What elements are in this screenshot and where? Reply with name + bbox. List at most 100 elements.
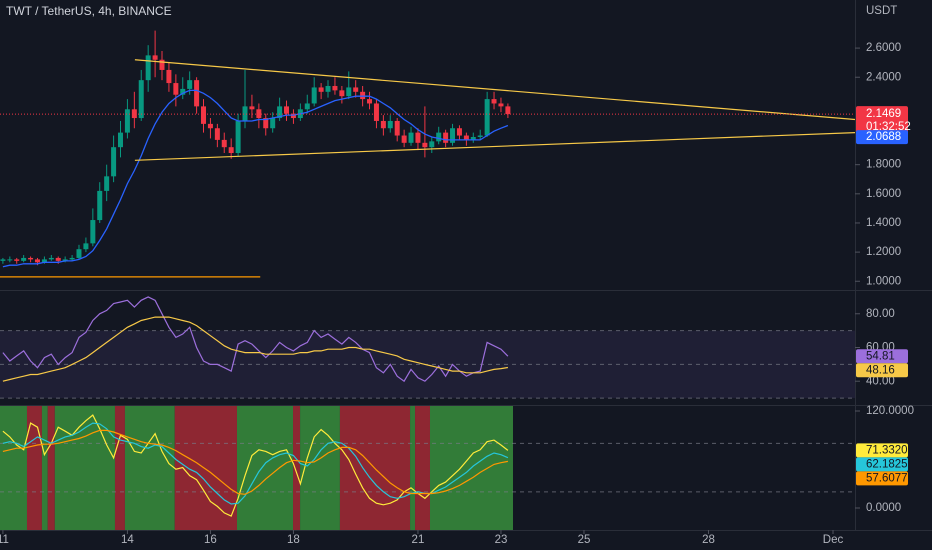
indicator-line: [2, 414, 509, 517]
candle-body: [235, 120, 241, 154]
trend-background: [293, 406, 301, 530]
candle-body: [83, 243, 89, 250]
candle-body: [249, 106, 255, 110]
candle-body: [55, 257, 61, 261]
candle-body: [97, 190, 103, 221]
candle-body: [346, 87, 352, 97]
candle-body: [505, 106, 511, 115]
x-tick-label: 21: [412, 534, 425, 546]
candle-body: [34, 259, 40, 263]
candle-body: [104, 176, 110, 191]
candle-body: [242, 106, 248, 121]
y-tick-label: 1.6000: [866, 188, 901, 200]
candle-body: [456, 128, 462, 136]
moving-average: [2, 89, 509, 268]
y-tick-label: 0.0000: [866, 502, 901, 514]
candle-body: [111, 147, 117, 177]
trend-background: [114, 406, 125, 530]
candle-body: [394, 120, 400, 136]
trend-background: [47, 406, 55, 530]
candle-body: [173, 83, 179, 95]
candle-body: [14, 259, 20, 261]
candle-body: [450, 128, 456, 143]
x-tick-label: 28: [702, 534, 715, 546]
candle-body: [429, 141, 435, 148]
candle-body: [284, 106, 290, 114]
trend-line: [134, 59, 856, 121]
candle-body: [28, 257, 34, 260]
candle-body: [228, 147, 234, 154]
candle-body: [221, 139, 227, 148]
candle-body: [401, 135, 407, 143]
candle-body: [353, 87, 359, 92]
candle-body: [304, 103, 310, 110]
x-tick-label: 18: [287, 534, 300, 546]
candle-body: [76, 249, 82, 258]
y-tick-label: 1.8000: [866, 159, 901, 171]
value-label: 62.1825: [866, 458, 908, 470]
trend-background: [415, 406, 430, 530]
candle-body: [0, 259, 6, 261]
trend-background: [54, 406, 115, 530]
symbol-title: TWT / TetherUS, 4h, BINANCE: [6, 4, 172, 18]
candle-body: [21, 257, 27, 261]
value-label: 71.3320: [866, 444, 908, 456]
candle-body: [41, 259, 47, 263]
y-tick-label: 120.0000: [866, 405, 914, 417]
candle-body: [159, 59, 165, 70]
x-tick-label: 23: [495, 534, 508, 546]
candle-body: [311, 87, 317, 104]
candle-body: [367, 99, 373, 104]
value-box: [856, 363, 908, 378]
plots: [0, 30, 856, 530]
y-tick-label: 40.00: [866, 375, 895, 387]
candle-body: [290, 113, 296, 119]
candle-body: [491, 99, 497, 104]
candle-body: [498, 103, 504, 107]
last-price-label: 2.1469: [866, 108, 901, 120]
candle-body: [48, 257, 54, 260]
candle-body: [270, 118, 276, 129]
trend-background: [0, 406, 27, 530]
candle-body: [325, 85, 331, 92]
last-price-box: [856, 106, 908, 136]
y-tick-label: 1.2000: [866, 246, 901, 258]
ma-value-box: [856, 130, 908, 145]
candle-body: [187, 80, 193, 89]
value-label: 57.6077: [866, 472, 908, 484]
candle-body: [373, 103, 379, 121]
y-tick-label: 1.4000: [866, 217, 901, 229]
candle-body: [138, 80, 144, 119]
indicator-line: [2, 429, 509, 495]
candle-body: [131, 109, 137, 119]
y-tick-label: 80.00: [866, 308, 895, 320]
currency-label: USDT: [866, 5, 897, 17]
candle-body: [380, 120, 386, 129]
trend-background: [124, 406, 175, 530]
y-tick-label: 2.6000: [866, 42, 901, 54]
candle-body: [90, 220, 96, 244]
candle-body: [436, 132, 442, 142]
candle-body: [470, 136, 476, 140]
value-label: 54.81: [866, 350, 895, 362]
candle-body: [152, 55, 158, 60]
candle-body: [277, 106, 283, 119]
x-tick-label: 16: [204, 534, 217, 546]
candle-body: [408, 132, 414, 143]
y-tick-label: 2.4000: [866, 71, 901, 83]
candle-body: [62, 259, 68, 261]
candle-body: [124, 109, 130, 133]
trend-background: [174, 406, 237, 530]
candle-body: [360, 91, 366, 100]
candle-body: [214, 128, 220, 140]
value-label: 48.16: [866, 364, 895, 376]
x-tick-label: 14: [121, 534, 134, 546]
candle-body: [194, 80, 200, 107]
x-tick-label: 11: [0, 534, 9, 546]
candle-body: [145, 55, 151, 81]
candle-body: [180, 88, 186, 95]
candle-body: [69, 257, 75, 260]
trend-background: [410, 406, 416, 530]
candle-body: [332, 85, 338, 91]
